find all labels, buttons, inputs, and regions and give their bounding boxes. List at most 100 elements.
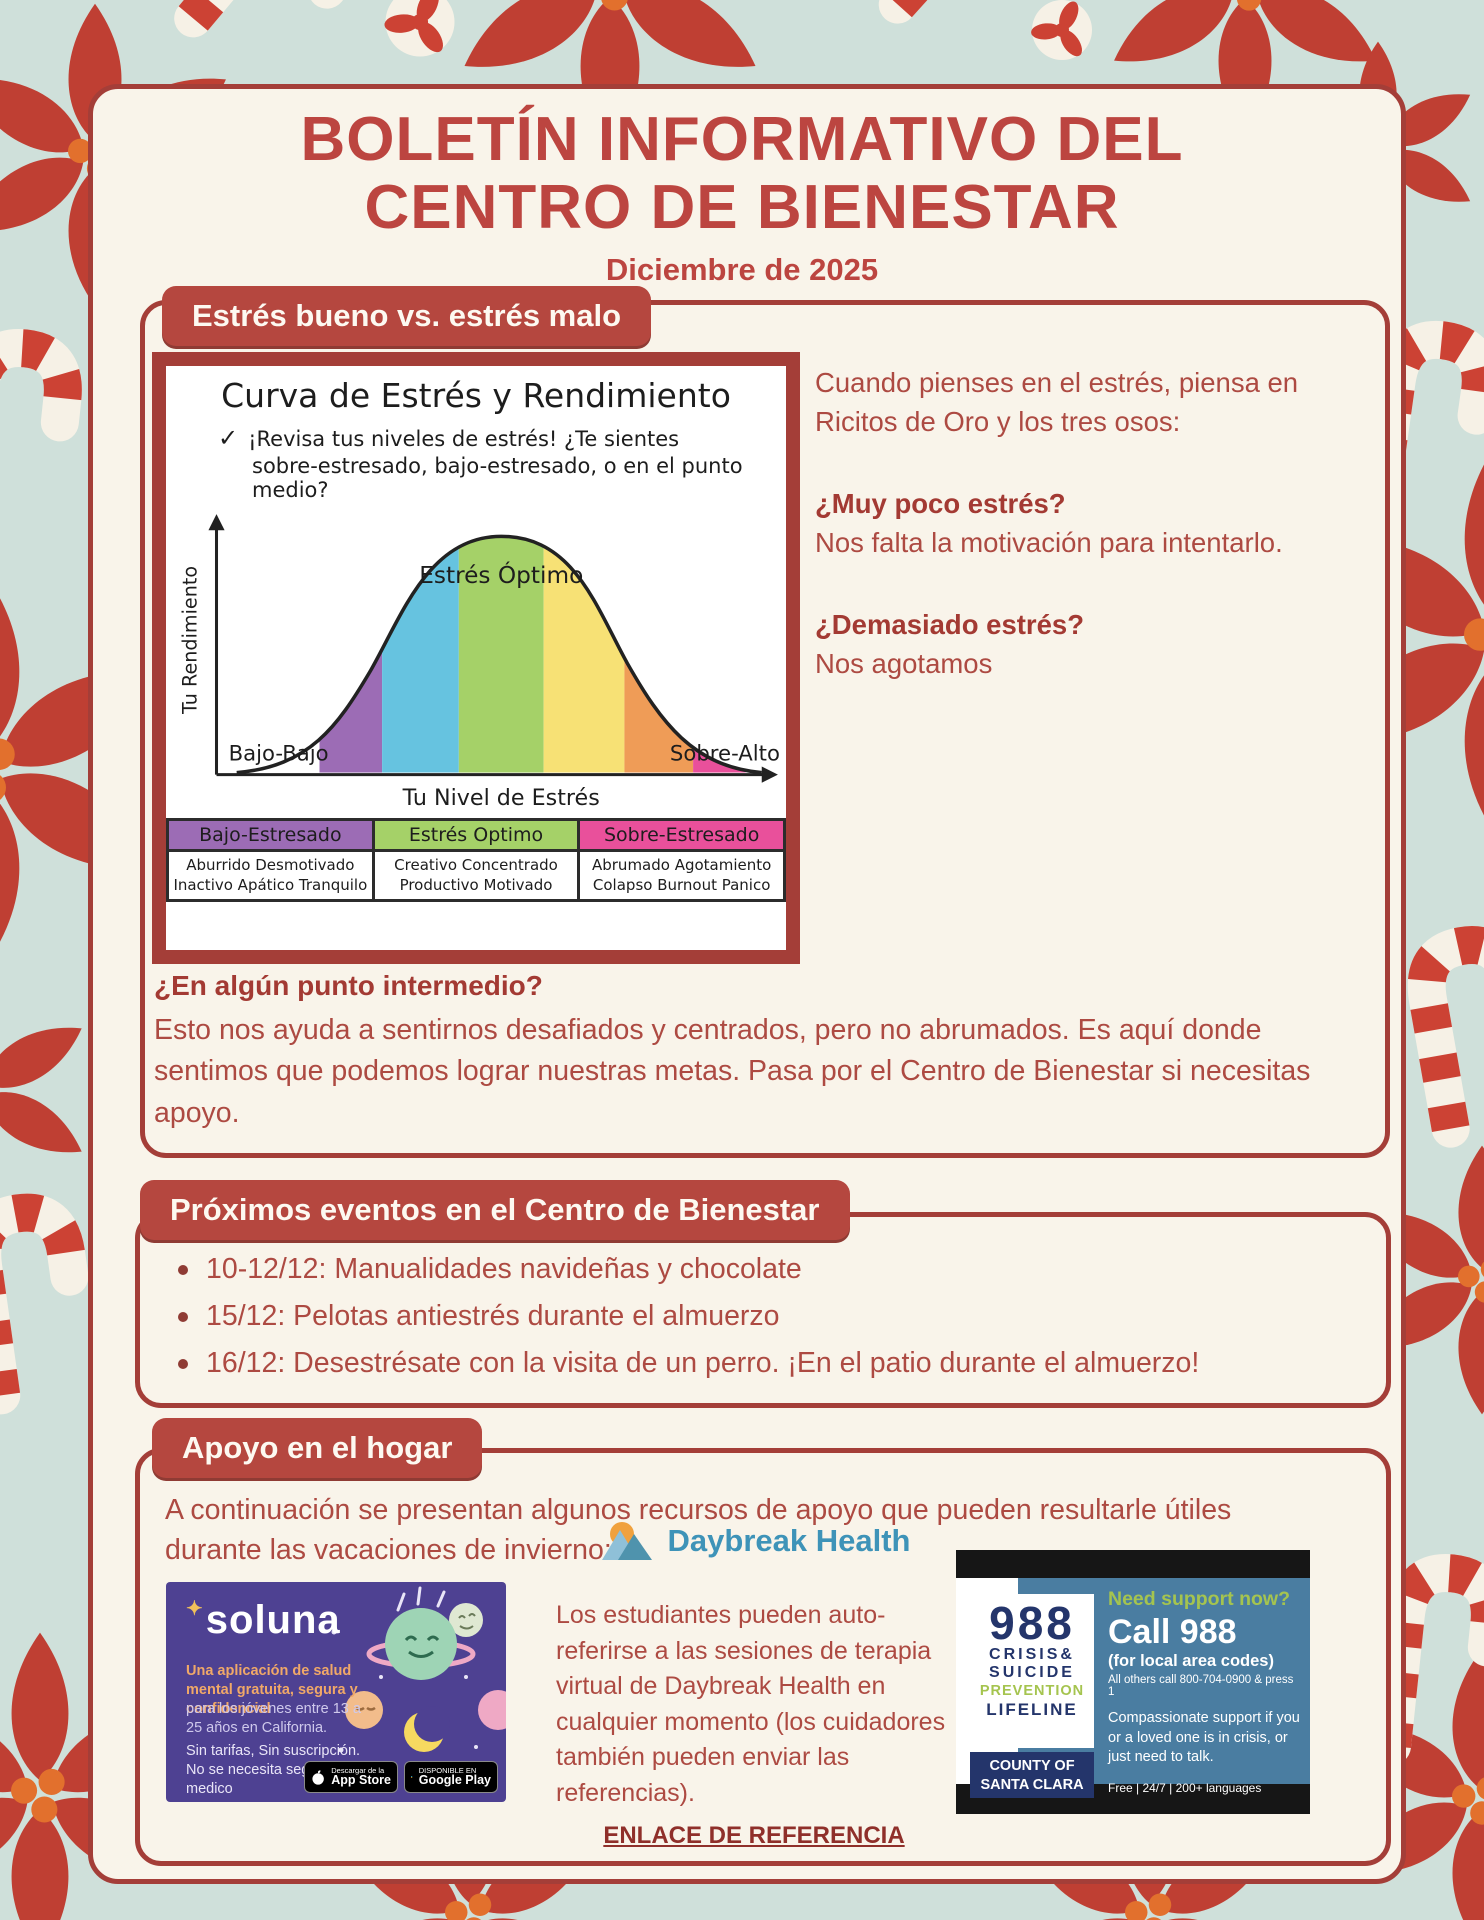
stress-section-header: Estrés bueno vs. estrés malo [162,286,652,346]
list-item: 10-12/12: Manualidades navideñas y choco… [178,1246,1368,1293]
badge-small-text: Descargar de la [331,1765,385,1775]
lifeline-label: LIFELINE [986,1700,1078,1720]
soluna-logo: ✦soluna [186,1596,341,1643]
crescent-cutout [414,1706,450,1742]
chart-note-line1: ¡Revisa tus niveles de estrés! ¿Te sient… [248,427,680,451]
soluna-card: ✦soluna Una aplicación de salud mental g… [166,1582,506,1802]
google-play-icon [411,1776,413,1778]
local-area-note: (for local area codes) [1108,1652,1274,1670]
checkmark-icon: ✓ [218,424,239,452]
crisis-footer: Free | 24/7 | 200+ languages [1108,1780,1262,1795]
prevention-label: PREVENTION [979,1682,1085,1699]
soluna-tagline-rest: para los jóvenes entre 13 a 25 años en C… [186,1701,361,1736]
band-over-stressed-high [693,536,746,773]
crisis-description: Compassionate support if you or a loved … [1108,1710,1300,1766]
google-play-badge[interactable]: DISPONIBLE EN Google Play [404,1761,498,1793]
chart-title: Curva de Estrés y Rendimiento [221,376,731,415]
sparkle-icon: ✦ [186,1598,204,1620]
bell-curve-line [236,534,762,775]
planet-icon [385,1608,457,1680]
high-zone-label: Sobre-Alto [670,741,780,766]
app-store-badge[interactable]: Descargar de la App Store [304,1761,398,1793]
crisis-label: CRISIS& [989,1646,1075,1663]
suicide-label: SUICIDE [989,1664,1075,1682]
county-line2: SANTA CLARA [980,1776,1084,1793]
band-optimal-left [458,536,544,773]
county-line1: COUNTY OF [989,1758,1075,1774]
goldilocks-text: Cuando pienses en el estrés, piensa en R… [815,364,1367,683]
zone-words: Productivo Motivado [399,876,553,895]
candy-cane-icon [193,0,372,72]
moon-face-icon [449,1603,483,1637]
number-988: 988 [989,1597,1075,1649]
stress-curve-chart: Curva de Estrés y Rendimiento ✓ ¡Revisa t… [152,352,800,964]
call-988-text: Call 988 [1108,1613,1237,1651]
referral-link[interactable]: ENLACE DE REFERENCIA [603,1822,905,1849]
daybreak-name: Daybreak Health [667,1523,911,1558]
soluna-tagline-bold: Una aplicación de salud mental gratuita,… [186,1663,358,1717]
crisis-988-logo: 988 CRISIS& SUICIDE PREVENTION LIFELINE [970,1594,1094,1748]
x-axis-label: Tu Nivel de Estrés [402,785,600,811]
stress-zones-table: Bajo-Estresado Estrés Optimo Sobre-Estre… [166,818,786,902]
zone-words: Creativo Concentrado [394,856,558,875]
crisis-card-text: Need support now? Call 988 (for local ar… [1108,1588,1302,1795]
soluna-note: Sin tarifas, Sin suscripción. No se nece… [186,1743,361,1797]
daybreak-description: Los estudiantes pueden auto-referirse a … [556,1601,946,1807]
zone-cell-over: Abrumado Agotamiento Colapso Burnout Pan… [577,849,786,902]
too-little-answer: Nos falta la motivación para intentarlo. [815,526,1283,558]
events-list: 10-12/12: Manualidades navideñas y choco… [178,1246,1368,1387]
list-item: 16/12: Desestrésate con la visita de un … [178,1340,1368,1387]
zone-words: Inactivo Apático Tranquilo [173,876,368,895]
daybreak-logo: Daybreak Health [545,1520,965,1562]
page-title-line2: CENTRO DE BIENESTAR [364,173,1120,243]
apple-icon [312,1769,324,1785]
moon-face-features [458,1613,476,1630]
y-axis-arrow [208,514,225,531]
event-text: 10-12/12: Manualidades navideñas y choco… [206,1253,802,1285]
crisis-988-card: 988 CRISIS& SUICIDE PREVENTION LIFELINE … [956,1550,1310,1814]
county-label: COUNTY OF SANTA CLARA [970,1752,1094,1798]
zone-header-under: Bajo-Estresado [166,818,375,853]
event-text: 15/12: Pelotas antiestrés durante el alm… [206,1300,780,1332]
events-section-header: Próximos eventos en el Centro de Bienest… [140,1180,850,1240]
zone-words: Aburrido Desmotivado [186,856,355,875]
low-zone-label: Bajo-Bajo [229,741,329,766]
peppermint-icon [383,0,455,57]
too-much-question: ¿Demasiado estrés? [815,609,1084,640]
support-intro: A continuación se presentan algunos recu… [165,1494,1232,1567]
page-title-line1: BOLETÍN INFORMATIVO DEL [300,105,1184,174]
peppermint-icon [1030,0,1092,60]
candy-cane-icon [1420,939,1484,1129]
list-item: 15/12: Pelotas antiestrés durante el alm… [178,1293,1368,1340]
orange-moon-icon [345,1691,383,1729]
support-section-header: Apoyo en el hogar [152,1418,483,1478]
too-little-question: ¿Muy poco estrés? [815,488,1066,519]
page-subtitle: Diciembre de 2025 [605,252,879,287]
chart-note-line2: sobre-estresado, bajo-estresado, o en el… [252,454,743,503]
poinsettia-icon [0,966,93,1214]
soluna-art [331,1586,506,1753]
crisis-heading: Need support now? [1108,1588,1290,1610]
band-under-stressed-low [319,536,383,773]
bell-curve-plot: Estrés Óptimo Bajo-Bajo Sobre-Alto Tu Re… [178,514,780,811]
goldilocks-intro: Cuando pienses en el estrés, piensa en R… [815,367,1299,437]
pink-moon-icon [478,1690,506,1730]
too-much-answer: Nos agotamos [815,647,993,679]
soluna-name: soluna [205,1598,341,1642]
badge-small-text: DISPONIBLE EN [418,1765,477,1775]
rays-decoration [396,1586,446,1612]
zone-cell-under: Aburrido Desmotivado Inactivo Apático Tr… [166,849,375,902]
x-axis-arrow [761,766,778,783]
badge-big-text: App Store [331,1773,391,1788]
zone-cell-optimal: Creativo Concentrado Productivo Motivado [371,849,581,902]
candy-cane-icon [0,1207,84,1395]
crisis-card-top-bar [956,1550,1310,1578]
peak-zone-label: Estrés Óptimo [419,561,583,589]
orange-moon-face [355,1706,376,1711]
candy-cane-icon [0,344,67,530]
middle-question: ¿En algún punto intermedio? [154,970,543,1001]
zone-header-optimal: Estrés Optimo [371,818,581,853]
planet-face [404,1635,440,1658]
chart-note: ✓ ¡Revisa tus niveles de estrés! ¿Te sien… [218,423,786,454]
